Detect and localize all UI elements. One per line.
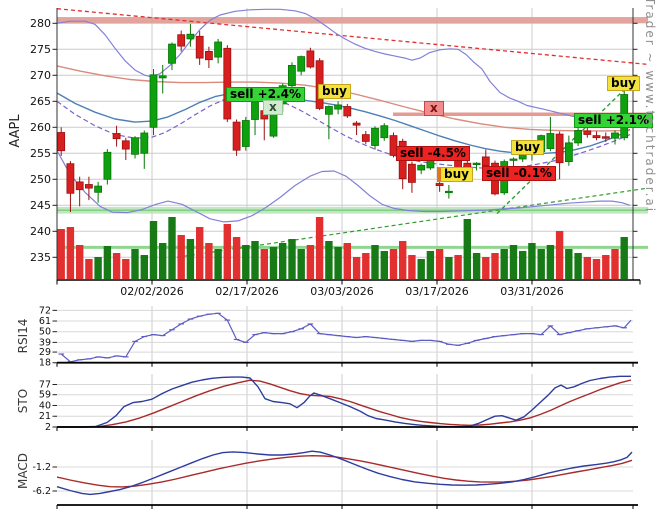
candlesticks bbox=[57, 23, 629, 213]
signal-sell-label: sell +2.1% bbox=[574, 113, 654, 128]
signal-buy-label: buy bbox=[511, 140, 544, 155]
svg-text:72: 72 bbox=[39, 305, 51, 316]
svg-text:280: 280 bbox=[30, 17, 51, 30]
svg-text:02/02/2026: 02/02/2026 bbox=[120, 285, 183, 298]
svg-text:260: 260 bbox=[30, 121, 51, 134]
svg-text:02/17/2026: 02/17/2026 bbox=[215, 285, 278, 298]
svg-text:270: 270 bbox=[30, 69, 51, 82]
signal-exit-marker: x bbox=[263, 100, 283, 115]
svg-text:61: 61 bbox=[39, 316, 51, 327]
svg-text:03/17/2026: 03/17/2026 bbox=[405, 285, 468, 298]
svg-text:29: 29 bbox=[39, 347, 51, 358]
svg-text:03/03/2026: 03/03/2026 bbox=[310, 285, 373, 298]
svg-text:59: 59 bbox=[39, 390, 51, 401]
sto-panel-title: STO bbox=[16, 388, 30, 414]
rsi-panel-title: RSI14 bbox=[16, 318, 30, 354]
svg-text:245: 245 bbox=[30, 199, 51, 212]
svg-text:250: 250 bbox=[30, 173, 51, 186]
signal-exit-marker: x bbox=[424, 101, 444, 116]
svg-text:21: 21 bbox=[39, 411, 51, 422]
svg-text:255: 255 bbox=[30, 147, 51, 160]
signal-sell-label: sell -0.1% bbox=[482, 166, 556, 181]
svg-text:2: 2 bbox=[45, 422, 51, 433]
svg-text:18: 18 bbox=[39, 358, 51, 369]
axis-labels: 28027527026526025525024524023502/02/2026… bbox=[30, 17, 564, 497]
rsi-line bbox=[58, 312, 632, 363]
svg-text:-6.2: -6.2 bbox=[32, 486, 51, 497]
signal-buy-label: buy bbox=[607, 76, 640, 91]
signal-buy-label: buy bbox=[318, 84, 351, 99]
signal-buy-label: buy bbox=[437, 167, 473, 182]
macd-panel-title: MACD bbox=[16, 453, 30, 489]
svg-text:275: 275 bbox=[30, 43, 51, 56]
watermark: © 2012 Tech Trader ~ www.techtrader.ai bbox=[643, 0, 657, 214]
svg-text:39: 39 bbox=[39, 337, 51, 348]
stochastic-lines bbox=[57, 375, 632, 428]
svg-text:265: 265 bbox=[30, 95, 51, 108]
price-panel-title: AAPL bbox=[8, 114, 23, 148]
svg-text:235: 235 bbox=[30, 251, 51, 264]
svg-text:-1.2: -1.2 bbox=[32, 462, 51, 473]
svg-text:77: 77 bbox=[39, 379, 51, 390]
svg-text:240: 240 bbox=[30, 225, 51, 238]
svg-text:50: 50 bbox=[39, 327, 51, 338]
volume-bars bbox=[57, 217, 628, 279]
trendlines bbox=[56, 8, 649, 259]
svg-text:03/31/2026: 03/31/2026 bbox=[500, 285, 563, 298]
signal-sell-label: sell -4.5% bbox=[396, 146, 470, 161]
macd-lines bbox=[56, 450, 633, 496]
axes bbox=[52, 8, 641, 509]
svg-text:40: 40 bbox=[39, 400, 51, 411]
